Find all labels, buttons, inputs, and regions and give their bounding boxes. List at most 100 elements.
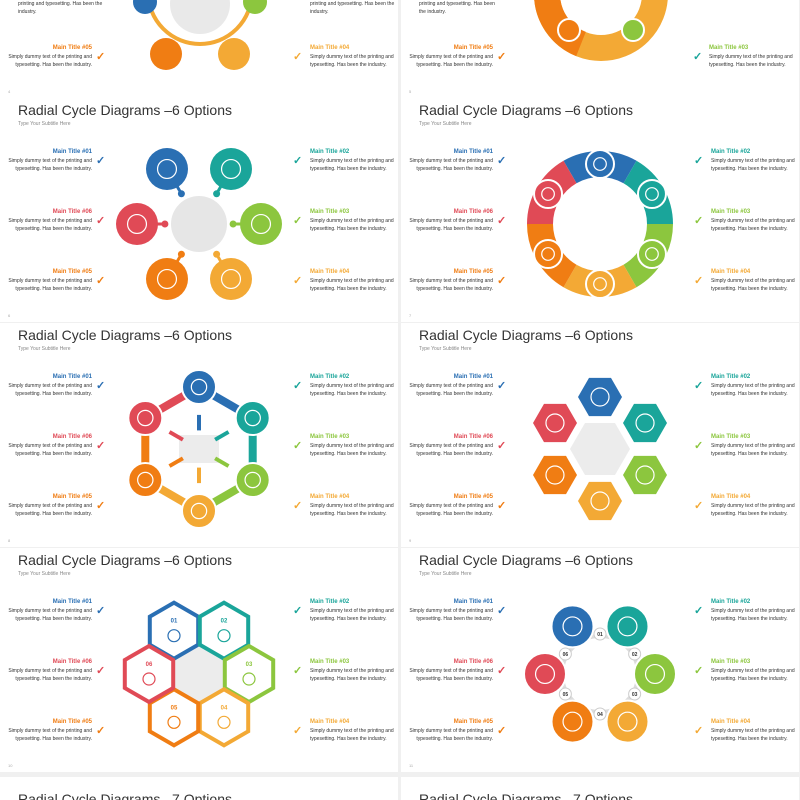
step-number: 05 — [171, 705, 178, 711]
slide-top-right[interactable]: printing and typesetting. Has been the i… — [401, 0, 799, 98]
item-title: Main Title #03 — [310, 209, 350, 215]
slide-title: Radial Cycle Diagrams –6 Options — [419, 102, 633, 118]
item-main-title-06: Main Title #06 Simply dummy text of the p… — [6, 658, 92, 683]
cycle-step-6 — [116, 203, 158, 245]
item-title: Main Title #04 — [310, 719, 350, 725]
page-number: 7 — [409, 313, 412, 318]
item-body: Simply dummy text of the printing and ty… — [711, 443, 795, 457]
item-body: Simply dummy text of the printing and ty… — [711, 608, 795, 622]
item-body: Simply dummy text of the printing and ty… — [8, 54, 92, 68]
number-badge — [593, 627, 607, 641]
check-icon: ✓ — [96, 215, 106, 227]
slide-title: Radial Cycle Diagrams –7 Options — [419, 791, 633, 800]
partial-diagram — [133, 0, 267, 70]
item-title: Main Title #04 — [711, 269, 751, 275]
cycle-step-icon — [644, 663, 666, 685]
item-main-title-06: Main Title #06 Simply dummy text of the p… — [6, 208, 92, 233]
item-title: Main Title #06 — [52, 659, 92, 665]
slide-arrows[interactable]: Radial Cycle Diagrams –6 Options Type You… — [0, 323, 398, 547]
cycle-step-icon — [645, 247, 659, 261]
cycle-step-3 — [623, 455, 667, 495]
item-body: Simply dummy text of the printing and ty… — [8, 503, 92, 517]
slide-title: Radial Cycle Diagrams –6 Options — [18, 327, 232, 343]
item-main-title-06: Main Title #06 Simply dummy text of the p… — [407, 208, 493, 233]
item-body: Simply dummy text of the printing and ty… — [409, 278, 493, 292]
item-title: Main Title #05 — [52, 494, 92, 500]
number-badge — [558, 687, 572, 701]
slide-title: Radial Cycle Diagrams –6 Options — [18, 102, 232, 118]
check-icon: ✓ — [96, 665, 106, 677]
cycle-step-icon — [167, 715, 181, 729]
page-number: 8 — [8, 538, 11, 543]
item-body: Simply dummy text of the printing and ty… — [8, 158, 92, 172]
check-icon: ✓ — [293, 500, 303, 512]
item-main-title-06: Main Title #06 Simply dummy text of the p… — [407, 658, 493, 683]
check-icon: ✓ — [497, 155, 507, 167]
cycle-step-icon — [545, 413, 565, 433]
step-number: 01 — [171, 619, 178, 625]
item-main-title-05: Main Title #05 Simply dummy text of the p… — [6, 268, 92, 293]
step-number: 06 — [146, 662, 153, 668]
slide-hex-arrows[interactable]: Radial Cycle Diagrams –6 Options Type You… — [401, 323, 799, 547]
page-number: 4 — [8, 89, 11, 94]
cycle-diagram-hex-arrows — [533, 377, 667, 521]
slide-subtitle: Type Your Subtitle Here — [419, 121, 472, 127]
item-body: Simply dummy text of the printing and ty… — [711, 728, 795, 742]
item-title: Main Title #02 — [310, 374, 350, 380]
cycle-step-2 — [605, 604, 650, 649]
top-left-text: printing and typesetting. Has been the i… — [18, 1, 103, 15]
item-title: Main Title #01 — [453, 149, 493, 155]
item-title: Main Title #06 — [52, 209, 92, 215]
item-body: Simply dummy text of the printing and ty… — [409, 54, 493, 68]
item-title: Main Title #05 — [453, 45, 493, 51]
cycle-diagram-circles-numbered: 01 02 03 04 05 06 — [523, 604, 677, 744]
step-number: 01 — [597, 632, 603, 638]
item-title: Main Title #03 — [310, 659, 350, 665]
cycle-step-icon — [593, 277, 607, 291]
cycle-step-icon — [242, 672, 256, 686]
item-main-title-02: Main Title #02 Simply dummy text of the p… — [711, 373, 797, 398]
slide-top-left[interactable]: printing and typesetting. Has been the i… — [0, 0, 398, 98]
cycle-step-4 — [181, 493, 217, 529]
cycle-step-icon — [541, 247, 555, 261]
item-title: Main Title #04 — [310, 269, 350, 275]
item-title: Main Title #05 — [52, 719, 92, 725]
cycle-step-6 — [533, 179, 564, 209]
cycle-step-icon — [541, 187, 555, 201]
item-title: Main Title #04 — [711, 719, 751, 725]
cycle-step-4 — [197, 686, 251, 748]
connector-dot — [213, 190, 221, 198]
center-circle — [171, 196, 227, 252]
item-title: Main Title #05 — [453, 269, 493, 275]
item-main-title-06: Main Title #06 Simply dummy text of the p… — [407, 433, 493, 458]
slide-hex-numbered[interactable]: Radial Cycle Diagrams –6 Options Type You… — [0, 548, 398, 772]
cycle-step-2 — [234, 400, 271, 436]
item-body: Simply dummy text of the printing and ty… — [8, 668, 92, 682]
item-title: Main Title #06 — [453, 434, 493, 440]
cycle-diagram-drops — [116, 148, 282, 300]
item-main-title-01: Main Title #01 Simply dummy text of the p… — [6, 598, 92, 623]
item-title-03: Main Title #03 Simply dummy text of the … — [709, 44, 795, 69]
cycle-step-6 — [533, 403, 577, 443]
number-badge — [593, 707, 607, 721]
slide-subtitle: Type Your Subtitle Here — [18, 571, 71, 577]
item-main-title-02: Main Title #02 Simply dummy text of the p… — [310, 598, 396, 623]
slide-subtitle: Type Your Subtitle Here — [419, 346, 472, 352]
slide-title: Radial Cycle Diagrams –7 Options — [18, 791, 232, 800]
cycle-step-5 — [127, 462, 164, 498]
slide-circles-numbered[interactable]: Radial Cycle Diagrams –6 Options Type You… — [401, 548, 799, 772]
item-title: Main Title #03 — [711, 659, 751, 665]
item-main-title-03: Main Title #03 Simply dummy text of the p… — [310, 658, 396, 683]
slide-bottom-left[interactable]: Radial Cycle Diagrams –7 Options — [0, 777, 398, 800]
cycle-step-3 — [240, 203, 282, 245]
cycle-step-2 — [623, 403, 667, 443]
slide-ring[interactable]: Radial Cycle Diagrams –6 Options Type You… — [401, 98, 799, 322]
slide-bottom-right[interactable]: Radial Cycle Diagrams –7 Options — [401, 777, 799, 800]
cycle-step-6 — [122, 643, 176, 705]
cycle-step-4 — [605, 699, 650, 744]
center-box — [179, 435, 219, 463]
item-body: Simply dummy text of the printing and ty… — [310, 54, 394, 68]
item-body: Simply dummy text of the printing and ty… — [709, 54, 793, 68]
slide-drops[interactable]: Radial Cycle Diagrams –6 Options Type You… — [0, 98, 398, 322]
item-title: Main Title #05 — [52, 45, 92, 51]
